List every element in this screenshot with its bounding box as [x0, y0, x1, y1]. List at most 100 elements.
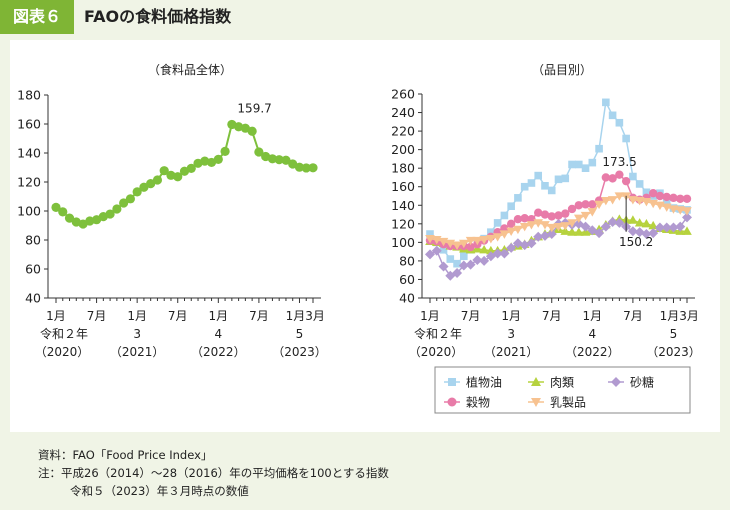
x-month-label: 1月: [46, 309, 66, 323]
data-point: [294, 162, 305, 172]
data-point: [621, 176, 631, 186]
data-point: [608, 174, 617, 183]
x-year-label: 5: [670, 327, 678, 341]
data-point: [581, 200, 590, 209]
data-point: [642, 188, 651, 197]
notes-block: 資料：FAO「Food Price Index」 注：平成26（2014）～28…: [38, 446, 389, 500]
x-western-year-label: （2023）: [646, 345, 701, 359]
data-point: [641, 229, 652, 240]
data-point: [64, 213, 75, 223]
data-point: [560, 222, 571, 231]
data-point: [682, 226, 692, 235]
data-point: [458, 260, 469, 271]
legend-marker: [611, 377, 621, 387]
x-month-label: 1月3月: [286, 309, 325, 323]
x-year-label: 令和２年: [414, 326, 462, 341]
data-point: [634, 218, 645, 227]
x-western-year-label: （2023）: [272, 345, 327, 359]
data-point: [506, 242, 517, 253]
data-point: [622, 134, 630, 143]
data-point: [520, 182, 529, 191]
y-tick-label: 100: [391, 235, 415, 250]
data-point: [472, 254, 483, 265]
data-point: [460, 252, 468, 261]
data-point: [628, 215, 638, 224]
y-tick-label: 100: [17, 204, 41, 219]
x-month-label: 1月: [208, 309, 228, 323]
data-point: [220, 146, 230, 157]
x-year-label: 3: [507, 327, 515, 341]
data-point: [119, 198, 129, 208]
x-month-label: 7月: [623, 309, 643, 323]
data-point: [301, 163, 311, 173]
chart-title: （品目別）: [532, 63, 592, 77]
data-point: [493, 219, 502, 227]
data-point: [668, 222, 679, 233]
data-point: [152, 175, 163, 185]
y-tick-label: 140: [17, 146, 41, 161]
data-point: [507, 202, 515, 210]
y-tick-label: 60: [25, 262, 41, 277]
data-point: [540, 221, 550, 230]
cereal-peak-annotation: 173.5: [602, 155, 636, 169]
data-point: [669, 193, 678, 203]
legend-entry: 乳製品: [528, 396, 586, 410]
data-point: [426, 230, 434, 238]
x-month-label: 7月: [249, 309, 269, 323]
overall-chart: （食料品全体） 40 60 80 100 120 140 160 180 1月 7月 1月 7月 1月 7月…: [17, 62, 327, 359]
data-point: [546, 223, 557, 233]
x-month-label: 1月3月: [660, 309, 699, 323]
data-point: [112, 204, 122, 214]
y-tick-label: 40: [399, 291, 415, 306]
legend-marker: [531, 377, 541, 386]
data-point: [574, 160, 583, 169]
x-year-label: 令和２年: [40, 326, 88, 341]
data-point: [438, 261, 449, 272]
data-point: [662, 192, 671, 202]
data-point: [459, 239, 469, 249]
data-point: [547, 186, 556, 195]
data-point: [452, 267, 463, 278]
data-point: [561, 174, 570, 183]
y-tick-label: 120: [17, 175, 41, 190]
data-point: [588, 158, 597, 167]
x-year-label: 4: [588, 327, 596, 341]
index-note: 注：平成26（2014）～28（2016）年の平均価格を100とする指数: [38, 466, 389, 480]
data-point: [600, 221, 611, 232]
data-point: [682, 212, 692, 223]
data-point: [675, 206, 686, 215]
data-point: [654, 222, 665, 233]
y-tick-label: 80: [25, 233, 41, 248]
legend-entry: 穀物: [444, 396, 490, 410]
data-point: [513, 214, 523, 224]
x-year-label: 5: [296, 327, 304, 341]
data-point: [492, 233, 503, 242]
data-point: [661, 222, 672, 233]
data-point: [439, 245, 448, 254]
legend-label: 穀物: [466, 396, 490, 410]
data-point: [608, 111, 617, 120]
data-point: [560, 226, 571, 235]
data-point: [486, 245, 496, 255]
data-point: [132, 187, 142, 197]
data-point: [587, 208, 598, 217]
legend-label: 乳製品: [550, 396, 586, 410]
y-tick-label: 140: [391, 198, 415, 213]
legend-entry: 肉類: [528, 376, 574, 390]
data-point: [506, 227, 516, 237]
x-month-label: 7月: [461, 309, 481, 323]
data-point: [567, 219, 577, 228]
data-point: [676, 194, 685, 203]
data-point: [472, 236, 483, 246]
data-point: [487, 228, 495, 236]
data-point: [614, 217, 625, 228]
x-month-label: 7月: [542, 309, 562, 323]
data-point: [466, 242, 475, 252]
data-point: [614, 192, 625, 201]
data-point: [540, 210, 550, 219]
data-point: [453, 259, 461, 268]
figure-title: FAOの食料価格指数: [84, 7, 232, 26]
data-point: [594, 228, 605, 239]
data-point: [567, 204, 577, 214]
data-point: [615, 170, 624, 179]
